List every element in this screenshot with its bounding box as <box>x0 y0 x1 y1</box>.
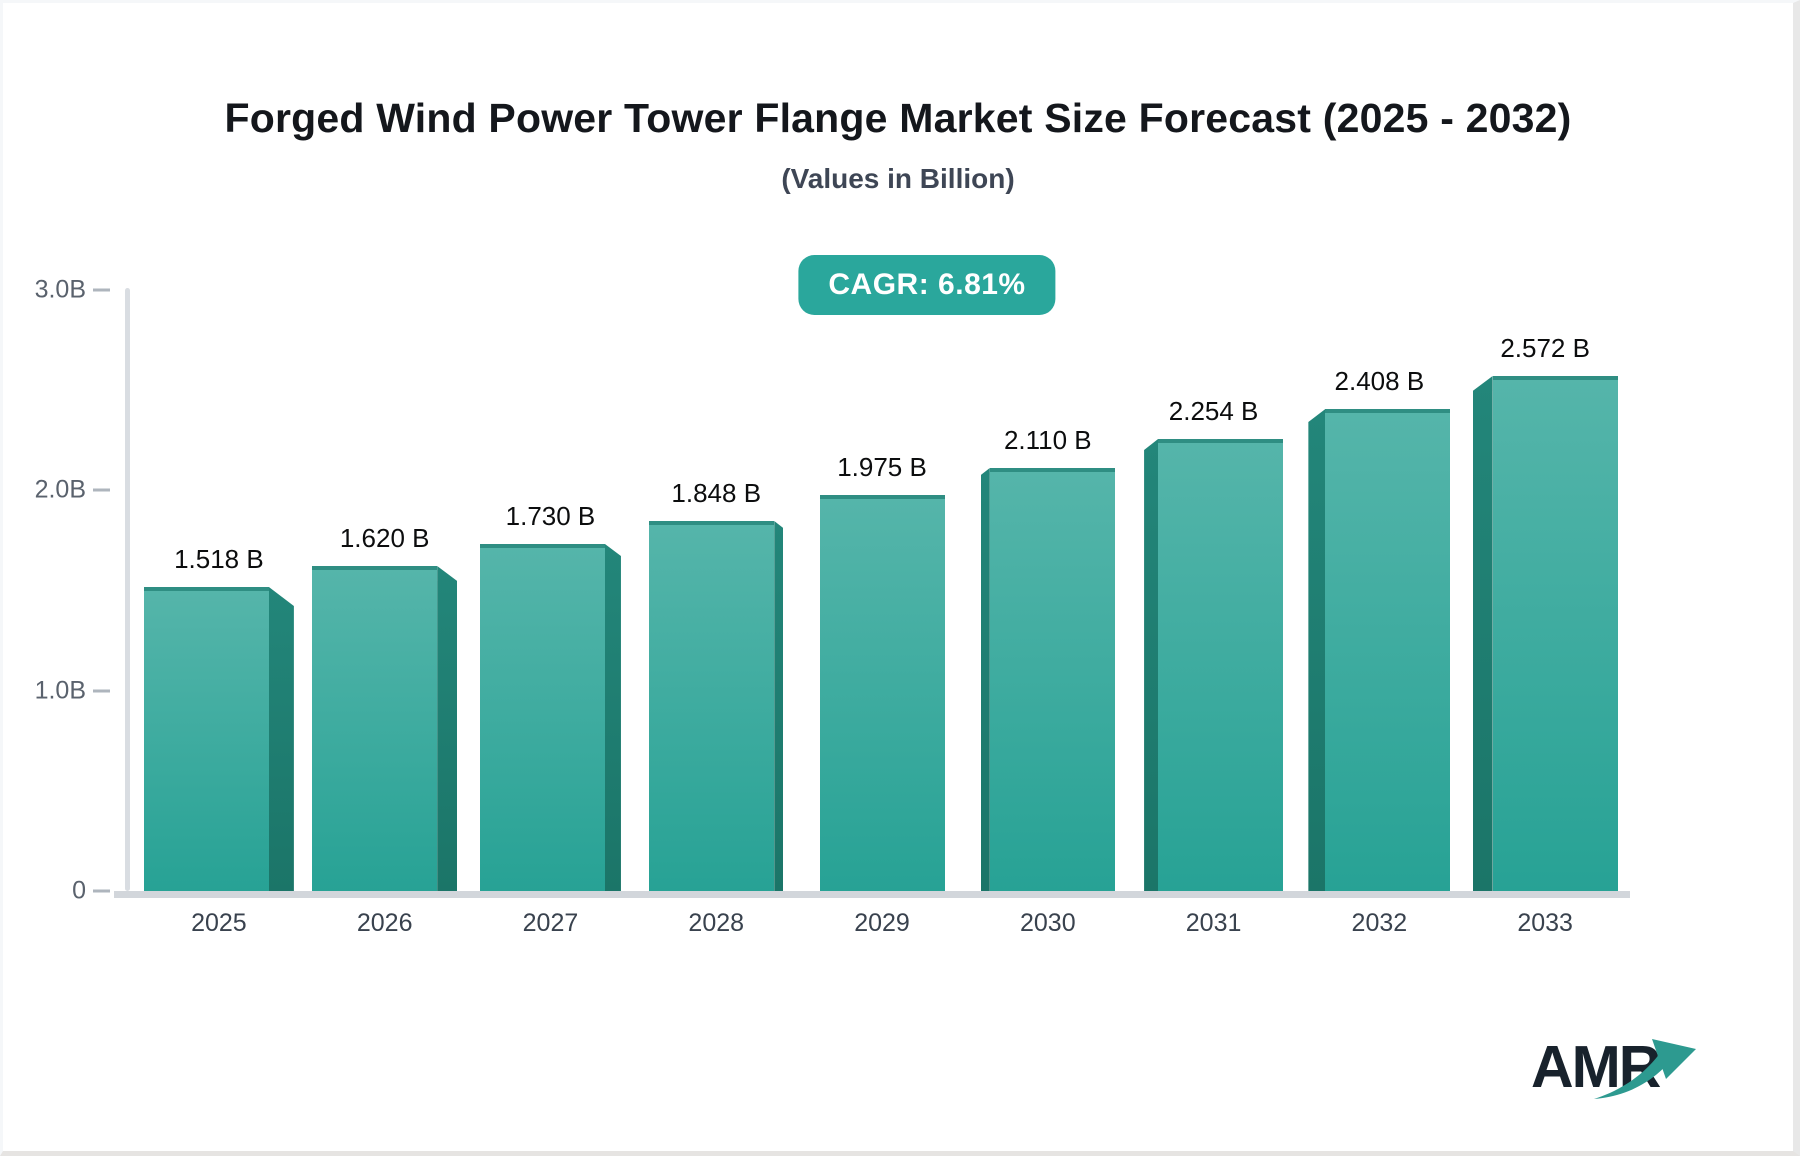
bar-side-face <box>1144 439 1159 891</box>
y-axis-line <box>125 288 130 891</box>
x-axis-label: 2027 <box>522 909 579 937</box>
y-tick-label: 2.0B <box>34 475 86 504</box>
bar-slot: 2.572 B <box>1462 290 1628 891</box>
x-axis-label: 2030 <box>1019 909 1076 937</box>
y-tick-label: 1.0B <box>34 676 86 705</box>
bar-front-face <box>989 468 1115 891</box>
bar-slot: 1.975 B <box>799 290 965 891</box>
bar-side-face <box>980 468 990 891</box>
bar-value-label: 1.518 B <box>174 544 264 574</box>
bar-front-face <box>819 495 945 891</box>
bar-3d <box>649 521 784 891</box>
bar-3d <box>143 587 294 891</box>
bar-value-label: 2.572 B <box>1500 333 1590 363</box>
y-tick-label: 0 <box>72 876 86 905</box>
bar-front-face <box>1492 376 1618 891</box>
x-axis-labels: 2025 2026 2027 2028 2029 2030 2031 2032 2033 <box>136 909 1628 938</box>
bar-slot: 2.254 B <box>1131 290 1297 891</box>
bar-value-label: 1.975 B <box>837 452 927 482</box>
bar-3d <box>1472 376 1618 891</box>
x-axis-label: 2026 <box>356 909 413 937</box>
bar-front-face <box>1158 439 1284 891</box>
cagr-badge: CAGR: 6.81% <box>798 255 1056 315</box>
bar-front-face <box>479 544 605 891</box>
bar-slot: 2.408 B <box>1296 290 1462 891</box>
y-tick-mark <box>93 488 110 492</box>
x-axis-label: 2029 <box>854 909 910 937</box>
y-tick-label: 3.0B <box>34 275 86 304</box>
x-axis-label: 2033 <box>1517 909 1573 937</box>
bar-slot: 1.848 B <box>633 290 799 891</box>
bar-front-face <box>1325 409 1451 891</box>
x-axis-label: 2025 <box>191 909 247 937</box>
bar-side-face <box>268 587 294 891</box>
bar-value-label: 2.254 B <box>1168 396 1259 426</box>
bar-side-face <box>1308 409 1326 891</box>
growth-arrow-icon <box>1594 1039 1696 1099</box>
bars-container: 1.518 B 1.620 B 1.730 B 1.848 B 1.975 B 2.110… <box>136 290 1628 891</box>
bar-3d <box>819 495 945 891</box>
x-axis-label: 2028 <box>688 909 745 937</box>
bar-value-label: 2.408 B <box>1334 366 1425 396</box>
bar-slot: 2.110 B <box>965 290 1131 891</box>
bar-3d <box>980 468 1115 891</box>
bar-3d <box>1144 439 1284 891</box>
bar-3d <box>1308 409 1451 891</box>
bar-value-label: 1.848 B <box>671 478 762 508</box>
amr-logo: AMR <box>1531 1033 1731 1123</box>
plot-area: 3.0B 2.0B 1.0B 0 1.518 B 1.620 B 1.730 B 1.848… <box>35 276 1630 937</box>
chart-title: Forged Wind Power Tower Flange Market Si… <box>224 95 1572 141</box>
y-tick-mark <box>93 889 110 893</box>
bar-front-face <box>312 566 438 891</box>
y-tick-mark <box>93 689 110 693</box>
bar-value-label: 1.730 B <box>505 501 596 531</box>
bar-side-face <box>774 521 784 891</box>
y-tick-mark <box>93 288 110 292</box>
bar-3d <box>479 544 621 891</box>
x-axis-line <box>114 891 1630 898</box>
bar-front-face <box>143 587 269 891</box>
bar-slot: 1.518 B <box>136 290 302 891</box>
bar-side-face <box>604 544 621 891</box>
bar-side-face <box>1472 376 1493 891</box>
bar-slot: 1.620 B <box>302 290 468 891</box>
chart-subtitle: (Values in Billion) <box>781 163 1015 194</box>
x-axis-label: 2031 <box>1185 909 1242 937</box>
x-axis-label: 2032 <box>1351 909 1408 937</box>
bar-value-label: 2.110 B <box>1003 425 1092 455</box>
amr-logo-text: AMR <box>1531 1034 1661 1100</box>
bar-value-label: 1.620 B <box>339 523 430 553</box>
bar-slot: 1.730 B <box>468 290 634 891</box>
bar-front-face <box>649 521 775 891</box>
bar-side-face <box>437 566 458 891</box>
bar-3d <box>312 566 458 891</box>
